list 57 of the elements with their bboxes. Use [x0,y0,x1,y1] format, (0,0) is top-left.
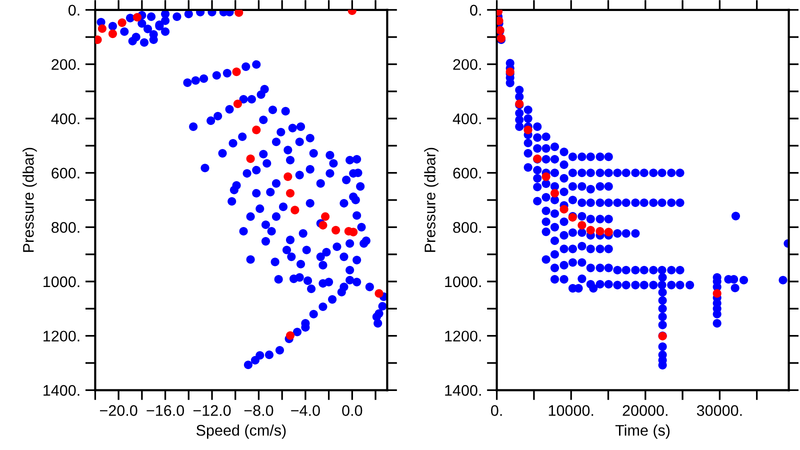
y-tick-label: 1000. [44,276,80,288]
point [108,30,117,38]
point [524,126,532,134]
x-tick-label: 20000. [622,405,668,416]
point [246,154,255,164]
y-axis-title: Pressure (dbar) [424,148,438,252]
point [284,172,292,181]
y-tick-label: 200. [453,59,481,70]
point [233,100,242,108]
y-tick-label: 400. [452,113,481,124]
y-tick-label: 400. [51,113,80,124]
x-tick-label: 0.0 [342,405,362,416]
y-tick-label: 0. [68,4,80,16]
y-tick-label: 1400. [445,385,481,396]
x-tick-label: 10000. [548,405,594,416]
y-tick-label: 1400. [44,385,80,396]
x-tick-label: −12.0 [193,405,231,416]
point [586,226,595,234]
point [560,204,568,214]
y-tick-label: 1200. [44,330,80,342]
point [290,206,300,214]
x-tick-label: −16.0 [146,405,184,416]
point [712,289,722,298]
y-tick-label: 1000. [445,276,481,288]
x-tick-label: 30000. [696,405,742,416]
point [374,289,384,298]
y-tick-label: 200. [52,59,80,70]
y-tick-label: 0. [470,4,481,16]
x-axis-title: Speed (cm/s) [196,424,286,439]
point [252,126,261,134]
point [232,68,241,76]
x-tick-label: −8.0 [244,405,274,416]
x-tick-label: −20.0 [100,405,138,416]
y-axis-title: Pressure (dbar) [22,148,37,252]
x-tick-label: −4.0 [291,405,320,416]
point [332,226,340,234]
point [596,226,604,236]
point [234,10,244,17]
point [98,24,106,33]
point [286,331,295,340]
point [132,12,142,22]
y-tick-label: 600. [52,168,80,179]
point [318,221,328,230]
point [578,221,586,230]
point [118,18,126,27]
point [542,172,550,181]
point [286,188,295,198]
point [349,228,358,236]
x-axis-title: Time (s) [615,424,670,439]
y-tick-label: 800. [453,222,481,233]
y-tick-label: 1200. [445,330,481,342]
point [604,228,613,236]
y-tick-label: 600. [453,168,481,179]
point [550,188,560,198]
x-tick-label: 0. [491,405,502,416]
y-tick-label: 800. [52,222,80,233]
point [321,212,330,221]
